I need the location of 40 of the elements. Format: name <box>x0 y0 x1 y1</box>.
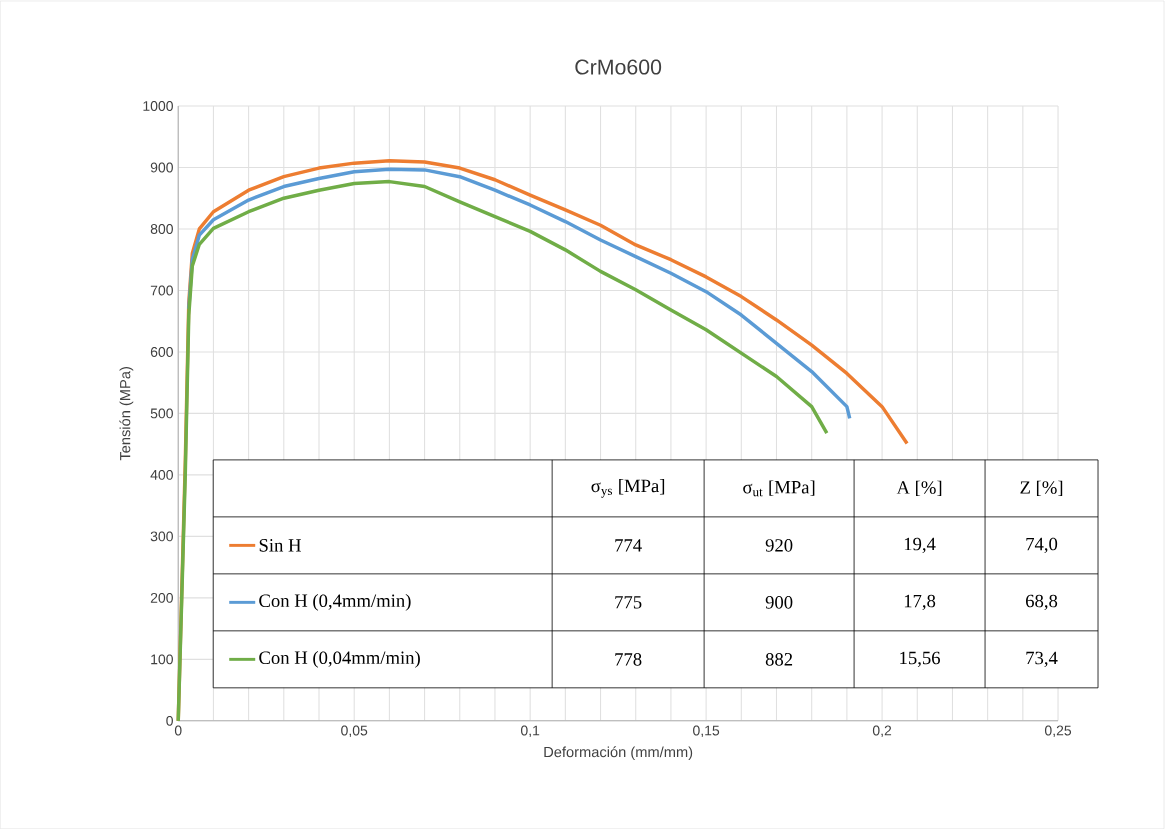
annotation: 15,56 <box>900 651 941 667</box>
y-tick-label: 0 <box>166 715 173 726</box>
chart-title: CrMo600 <box>575 59 662 75</box>
y-tick-label: 900 <box>150 162 173 173</box>
y-axis-title: Tensión (MPa) <box>119 367 134 461</box>
annotation: σ$_{ut}$ [MPa] <box>743 480 815 497</box>
x-tick-label: 0 <box>174 725 182 736</box>
annotation: 900 <box>765 596 793 609</box>
x-axis-title: Deformación (mm/mm) <box>544 746 693 761</box>
y-tick-label: 600 <box>150 346 173 357</box>
annotation: 778 <box>615 653 642 666</box>
y-tick-label: 500 <box>150 408 173 419</box>
annotation: 19,4 <box>904 537 936 553</box>
y-tick-label: 800 <box>150 223 173 234</box>
annotation: 74,0 <box>1026 537 1058 553</box>
annotation: 882 <box>765 653 793 666</box>
annotation: 17,8 <box>904 594 936 610</box>
annotation: 775 <box>615 596 642 609</box>
y-tick-label: 400 <box>150 469 173 480</box>
x-tick-label: 0,05 <box>341 725 368 738</box>
x-tick-label: 0,25 <box>1044 725 1072 738</box>
x-tick-label: 0,1 <box>520 725 540 738</box>
x-tick-label: 0,15 <box>693 725 720 738</box>
annotation: 73,4 <box>1026 651 1058 667</box>
y-tick-label: 100 <box>151 654 173 665</box>
legend-label: Con H (0,04mm/min) <box>259 650 420 668</box>
annotation: 774 <box>615 539 642 552</box>
annotation: Z [%] <box>1020 480 1063 497</box>
y-tick-label: 700 <box>150 285 173 296</box>
line-series <box>187 167 852 421</box>
annotation: 920 <box>765 539 793 552</box>
legend-label: Sin H <box>259 539 301 552</box>
annotation: 68,8 <box>1026 594 1058 610</box>
y-tick-label: 300 <box>150 531 173 542</box>
annotation: A [%] <box>896 480 942 497</box>
annotation: σ$_{ys}$ [MPa] <box>591 479 665 498</box>
legend-label: Con H (0,4mm/min) <box>259 593 411 611</box>
y-tick-label: 1000 <box>143 101 173 111</box>
x-tick-label: 0,2 <box>872 725 892 738</box>
y-tick-label: 200 <box>150 592 173 603</box>
